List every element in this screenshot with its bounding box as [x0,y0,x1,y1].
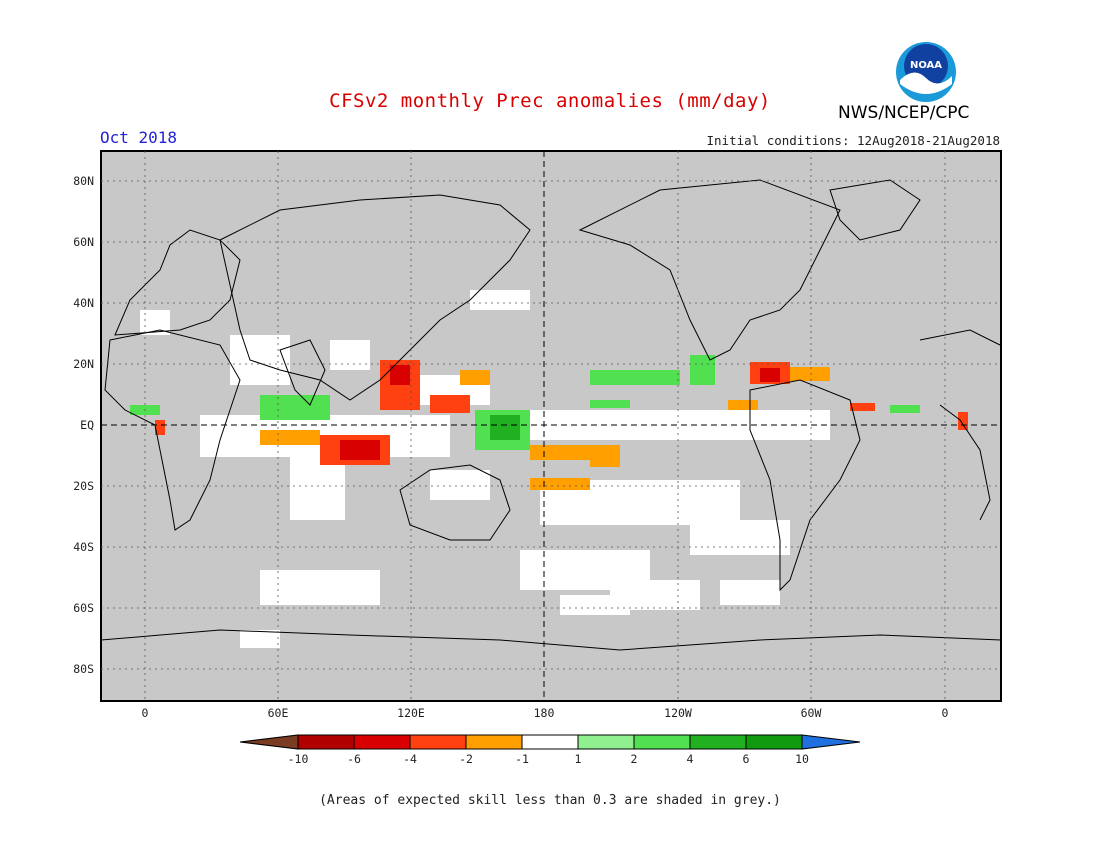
lat-label: 80N [73,174,94,188]
dark-green-anomaly-regions [490,415,520,440]
legend-tick-label: 1 [574,752,582,766]
legend-arrow-low [240,734,299,750]
lon-label: 0 [141,706,149,720]
lon-label: 120E [397,706,425,720]
orange-anomaly-regions [260,367,830,490]
legend-tick-label: 10 [795,752,809,766]
initial-conditions: Initial conditions: 12Aug2018-21Aug2018 [706,133,1001,148]
legend-tick-label: 4 [686,752,694,766]
noaa-logo: NOAA [896,42,956,102]
lon-label: 60E [267,706,289,720]
legend-color-boxes [240,734,861,750]
legend-color-box [745,734,803,750]
legend-tick-label: -6 [347,752,361,766]
lon-label: 120W [664,706,692,720]
land-outlines [100,179,1002,651]
lat-label: 60S [73,601,94,615]
legend-tick-label: 6 [742,752,750,766]
legend-color-box [409,734,467,750]
graticule [101,151,1001,701]
green-anomaly-regions [130,355,920,450]
legend-color-box [633,734,691,750]
skill-note: (Areas of expected skill less than 0.3 a… [319,793,781,808]
legend-color-box [689,734,747,750]
lat-label: 20S [73,479,94,493]
lon-label: 180 [533,706,555,720]
chart-title: CFSv2 monthly Prec anomalies (mm/day) [329,90,771,112]
color-legend [240,734,861,750]
forecast-month: Oct 2018 [100,128,178,147]
world-map [100,150,1002,702]
equator-dateline [101,151,1001,701]
red-anomaly-regions [340,365,780,460]
lon-label: 60W [800,706,822,720]
legend-arrow-high [801,734,861,750]
lat-label: EQ [80,418,94,432]
lon-label: 0 [941,706,949,720]
legend-color-box [577,734,635,750]
noaa-logo-text: NOAA [910,60,942,71]
lat-label: 60N [73,235,94,249]
legend-color-box [521,734,579,750]
legend-tick-label: -1 [515,752,529,766]
lat-label: 40N [73,296,94,310]
lat-label: 80S [73,662,94,676]
legend-color-box [353,734,411,750]
legend-color-box [297,734,355,750]
legend-tick-label: -4 [403,752,417,766]
lat-label: 20N [73,357,94,371]
lat-label: 40S [73,540,94,554]
legend-tick-label: -10 [287,752,309,766]
agency-label: NWS/NCEP/CPC [838,103,970,123]
legend-tick-label: -2 [459,752,473,766]
noaa-logo-wave [900,72,952,94]
legend-tick-label: 2 [630,752,638,766]
legend-color-box [465,734,523,750]
